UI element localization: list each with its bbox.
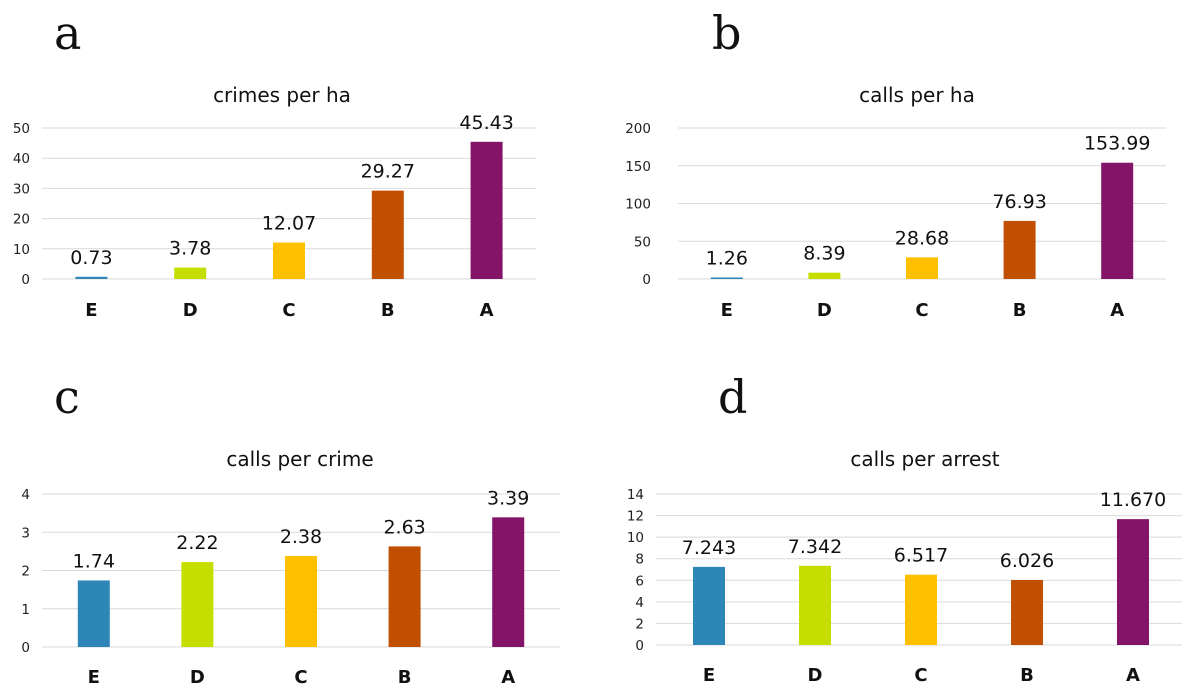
chart-calls-per-arrest: calls per arrest 0 2 4 6 8 10 12 14 7.243 E 7.342 D 6… <box>627 447 1182 686</box>
panel-letter-d: d <box>718 370 748 424</box>
chart-title: calls per arrest <box>850 447 999 471</box>
data-label-C: 12.07 <box>262 213 316 235</box>
bar-C <box>285 555 317 647</box>
data-label-B: 6.026 <box>1000 550 1054 572</box>
data-label-E: 7.243 <box>682 537 736 559</box>
data-label-D: 8.39 <box>803 243 845 265</box>
category-label-D: D <box>183 300 198 321</box>
y-tick-label: 50 <box>13 121 30 137</box>
y-tick-label: 0 <box>21 640 30 656</box>
data-label-D: 2.22 <box>176 532 218 554</box>
data-label-E: 1.26 <box>706 248 748 270</box>
bar-A <box>1117 519 1149 645</box>
y-tick-label: 3 <box>21 525 30 541</box>
y-tick-label: 14 <box>627 487 644 503</box>
bar-B <box>371 190 404 279</box>
panel-letter-a: a <box>54 6 82 60</box>
bar-E <box>75 276 108 279</box>
category-label-E: E <box>85 300 97 321</box>
data-label-A: 45.43 <box>459 112 513 134</box>
y-tick-label: 0 <box>21 272 30 288</box>
category-label-C: C <box>282 300 295 321</box>
category-label-B: B <box>1020 665 1034 686</box>
category-label-E: E <box>88 667 100 688</box>
bar-A <box>470 141 503 279</box>
data-label-E: 0.73 <box>70 247 112 269</box>
data-label-A: 153.99 <box>1084 133 1150 155</box>
y-tick-label: 0 <box>635 638 644 654</box>
chart-crimes-per-ha: crimes per ha 0 10 20 30 40 50 0.73 E 3.78 D 12.07 C… <box>13 83 536 321</box>
data-label-A: 11.670 <box>1100 489 1166 511</box>
chart-title: calls per crime <box>226 447 373 471</box>
y-tick-label: 12 <box>627 509 644 525</box>
bar-E <box>710 277 743 279</box>
data-label-C: 6.517 <box>894 545 948 567</box>
category-label-B: B <box>398 667 412 688</box>
bar-C <box>905 574 937 645</box>
category-label-D: D <box>817 300 832 321</box>
bar-A <box>1101 162 1134 279</box>
category-label-E: E <box>721 300 733 321</box>
bar-D <box>799 565 831 645</box>
chart-calls-per-ha: calls per ha 0 50 100 150 200 1.26 E 8.39 D 28.68 C… <box>625 83 1166 321</box>
y-tick-label: 10 <box>627 530 644 546</box>
data-label-E: 1.74 <box>73 550 115 572</box>
y-tick-label: 40 <box>13 151 30 167</box>
category-label-A: A <box>501 667 515 688</box>
bar-C <box>906 257 938 279</box>
bar-C <box>273 242 305 279</box>
category-label-C: C <box>914 665 927 686</box>
y-tick-label: 4 <box>635 595 644 611</box>
y-tick-label: 10 <box>13 242 30 258</box>
data-label-D: 7.342 <box>788 536 842 558</box>
category-label-B: B <box>1013 300 1027 321</box>
y-tick-label: 1 <box>21 602 30 618</box>
bar-D <box>181 562 214 647</box>
y-tick-label: 2 <box>21 564 30 580</box>
bar-A <box>492 517 525 647</box>
category-label-A: A <box>480 300 494 321</box>
panel-letter-c: c <box>54 370 80 424</box>
y-tick-label: 0 <box>642 272 651 288</box>
y-tick-label: 20 <box>13 212 30 228</box>
data-label-C: 2.38 <box>280 526 322 548</box>
data-label-B: 2.63 <box>383 516 425 538</box>
bar-B <box>1011 580 1043 645</box>
data-label-B: 29.27 <box>361 161 415 183</box>
chart-calls-per-crime: calls per crime 0 1 2 3 4 1.74 E 2.22 D 2.38 C 2.63 B… <box>21 447 560 688</box>
y-tick-label: 4 <box>21 487 30 503</box>
panel-letter-b: b <box>712 6 742 60</box>
chart-title: calls per ha <box>859 83 975 107</box>
bar-D <box>174 267 207 279</box>
y-tick-label: 200 <box>625 121 651 137</box>
data-label-C: 28.68 <box>895 227 949 249</box>
bar-B <box>1003 220 1036 279</box>
y-tick-label: 100 <box>625 197 651 213</box>
data-label-A: 3.39 <box>487 487 529 509</box>
y-tick-label: 150 <box>625 159 651 175</box>
y-tick-label: 6 <box>635 573 644 589</box>
category-label-B: B <box>381 300 395 321</box>
category-label-E: E <box>703 665 715 686</box>
bar-E <box>77 580 110 647</box>
category-label-C: C <box>294 667 307 688</box>
y-tick-label: 8 <box>635 552 644 568</box>
y-tick-label: 50 <box>634 234 651 250</box>
category-label-A: A <box>1110 300 1124 321</box>
y-tick-label: 2 <box>635 616 644 632</box>
category-label-C: C <box>915 300 928 321</box>
category-label-D: D <box>190 667 205 688</box>
category-label-D: D <box>808 665 823 686</box>
y-tick-label: 30 <box>13 181 30 197</box>
bar-B <box>388 546 421 647</box>
data-label-B: 76.93 <box>992 191 1046 213</box>
category-label-A: A <box>1126 665 1140 686</box>
data-label-D: 3.78 <box>169 238 211 260</box>
bar-D <box>808 272 841 279</box>
bar-E <box>693 566 725 645</box>
chart-title: crimes per ha <box>213 83 351 107</box>
